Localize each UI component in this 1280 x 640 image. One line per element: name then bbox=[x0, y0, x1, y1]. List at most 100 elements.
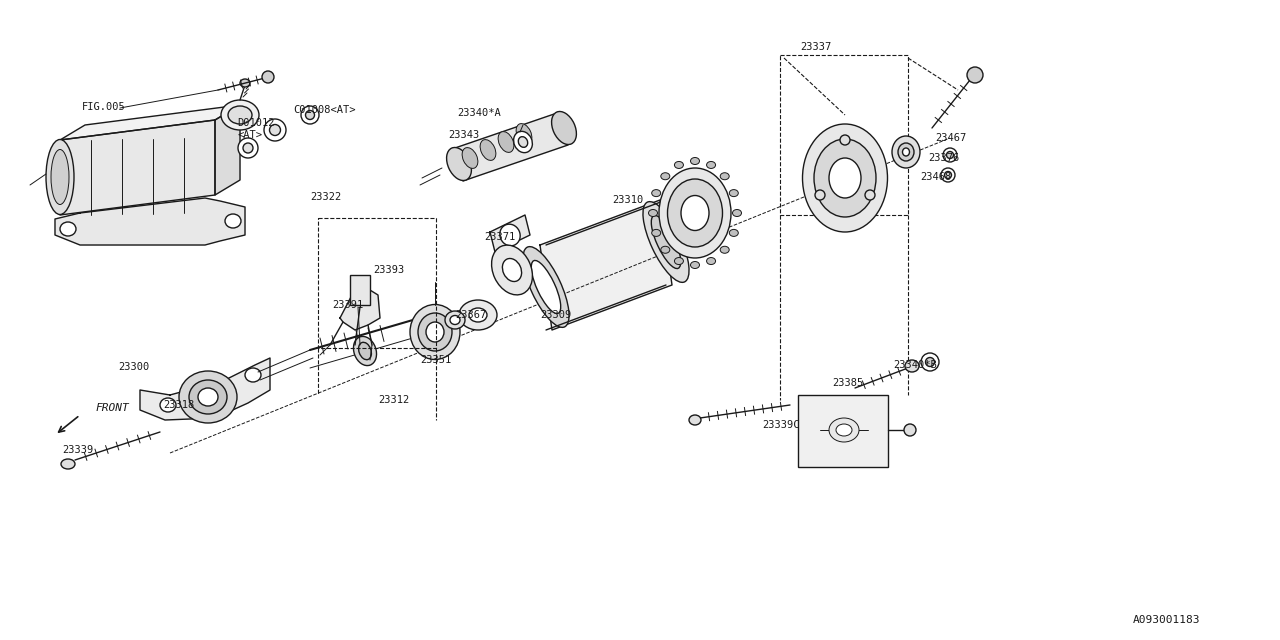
Ellipse shape bbox=[358, 342, 371, 360]
Ellipse shape bbox=[492, 245, 532, 295]
Ellipse shape bbox=[468, 308, 486, 322]
Bar bbox=[780, 55, 908, 215]
Ellipse shape bbox=[228, 106, 252, 124]
Ellipse shape bbox=[513, 131, 532, 153]
Ellipse shape bbox=[649, 209, 658, 216]
Ellipse shape bbox=[306, 111, 315, 120]
Text: 23339C: 23339C bbox=[762, 420, 800, 430]
Text: 23340*B: 23340*B bbox=[893, 360, 937, 370]
Ellipse shape bbox=[690, 262, 699, 269]
Ellipse shape bbox=[865, 190, 876, 200]
Ellipse shape bbox=[690, 157, 699, 164]
Bar bbox=[349, 275, 370, 305]
Ellipse shape bbox=[943, 148, 957, 162]
Ellipse shape bbox=[451, 316, 460, 324]
Ellipse shape bbox=[660, 246, 669, 253]
Ellipse shape bbox=[270, 125, 280, 136]
Ellipse shape bbox=[667, 179, 722, 247]
Text: 23468: 23468 bbox=[920, 172, 951, 182]
Ellipse shape bbox=[460, 300, 497, 330]
Bar bbox=[317, 218, 436, 348]
Ellipse shape bbox=[681, 195, 709, 230]
Text: 23337: 23337 bbox=[800, 42, 831, 52]
Ellipse shape bbox=[447, 147, 471, 180]
Ellipse shape bbox=[355, 285, 366, 295]
Text: 23371: 23371 bbox=[484, 232, 516, 242]
Ellipse shape bbox=[892, 136, 920, 168]
Ellipse shape bbox=[410, 305, 460, 360]
Text: 23385: 23385 bbox=[832, 378, 863, 388]
Ellipse shape bbox=[721, 173, 730, 180]
Ellipse shape bbox=[803, 124, 887, 232]
Ellipse shape bbox=[46, 140, 74, 214]
Ellipse shape bbox=[899, 143, 914, 161]
Ellipse shape bbox=[925, 358, 934, 367]
Ellipse shape bbox=[241, 79, 250, 87]
Text: D01012: D01012 bbox=[237, 118, 274, 128]
Ellipse shape bbox=[643, 202, 689, 282]
Polygon shape bbox=[60, 105, 241, 140]
Ellipse shape bbox=[244, 368, 261, 382]
Ellipse shape bbox=[264, 119, 285, 141]
Ellipse shape bbox=[445, 311, 465, 329]
Polygon shape bbox=[215, 105, 241, 195]
Ellipse shape bbox=[675, 257, 684, 264]
Text: 23467: 23467 bbox=[934, 133, 966, 143]
Ellipse shape bbox=[243, 143, 253, 153]
Ellipse shape bbox=[732, 209, 741, 216]
Ellipse shape bbox=[660, 173, 669, 180]
Text: FIG.005: FIG.005 bbox=[82, 102, 125, 112]
Ellipse shape bbox=[707, 161, 716, 168]
Ellipse shape bbox=[198, 388, 218, 406]
Ellipse shape bbox=[707, 257, 716, 264]
Ellipse shape bbox=[675, 161, 684, 168]
Ellipse shape bbox=[840, 135, 850, 145]
Ellipse shape bbox=[829, 158, 861, 198]
Text: 23339: 23339 bbox=[61, 445, 93, 455]
Ellipse shape bbox=[61, 459, 76, 469]
Ellipse shape bbox=[730, 189, 739, 196]
Ellipse shape bbox=[225, 214, 241, 228]
Text: 23367: 23367 bbox=[454, 310, 486, 320]
Ellipse shape bbox=[905, 360, 919, 372]
Ellipse shape bbox=[462, 148, 477, 168]
Text: FRONT: FRONT bbox=[95, 403, 129, 413]
Polygon shape bbox=[55, 198, 244, 245]
Ellipse shape bbox=[498, 132, 513, 152]
Polygon shape bbox=[454, 112, 568, 181]
Ellipse shape bbox=[829, 418, 859, 442]
Polygon shape bbox=[140, 358, 270, 420]
Ellipse shape bbox=[160, 398, 177, 412]
Text: 23322: 23322 bbox=[310, 192, 342, 202]
Text: 23312: 23312 bbox=[378, 395, 410, 405]
Text: 23393: 23393 bbox=[372, 265, 404, 275]
Ellipse shape bbox=[941, 168, 955, 182]
Ellipse shape bbox=[524, 246, 570, 328]
Ellipse shape bbox=[836, 424, 852, 436]
Text: 23340*A: 23340*A bbox=[457, 108, 500, 118]
Text: 23391: 23391 bbox=[332, 300, 364, 310]
Ellipse shape bbox=[531, 260, 561, 314]
Text: A093001183: A093001183 bbox=[1133, 615, 1201, 625]
Polygon shape bbox=[540, 200, 672, 330]
Ellipse shape bbox=[659, 168, 731, 258]
Ellipse shape bbox=[946, 152, 954, 159]
Ellipse shape bbox=[353, 337, 376, 365]
Ellipse shape bbox=[945, 172, 951, 179]
Ellipse shape bbox=[221, 100, 259, 130]
Ellipse shape bbox=[480, 140, 495, 161]
Text: 23300: 23300 bbox=[118, 362, 150, 372]
Ellipse shape bbox=[552, 111, 576, 145]
Ellipse shape bbox=[238, 138, 259, 158]
Ellipse shape bbox=[189, 380, 227, 414]
Ellipse shape bbox=[262, 71, 274, 83]
Ellipse shape bbox=[689, 415, 701, 425]
Ellipse shape bbox=[419, 313, 452, 351]
Ellipse shape bbox=[922, 353, 940, 371]
Text: 23351: 23351 bbox=[420, 355, 452, 365]
Text: 23343: 23343 bbox=[448, 130, 479, 140]
Polygon shape bbox=[60, 120, 215, 215]
Polygon shape bbox=[490, 215, 530, 252]
Polygon shape bbox=[340, 287, 380, 330]
Text: <AT>: <AT> bbox=[237, 130, 262, 140]
